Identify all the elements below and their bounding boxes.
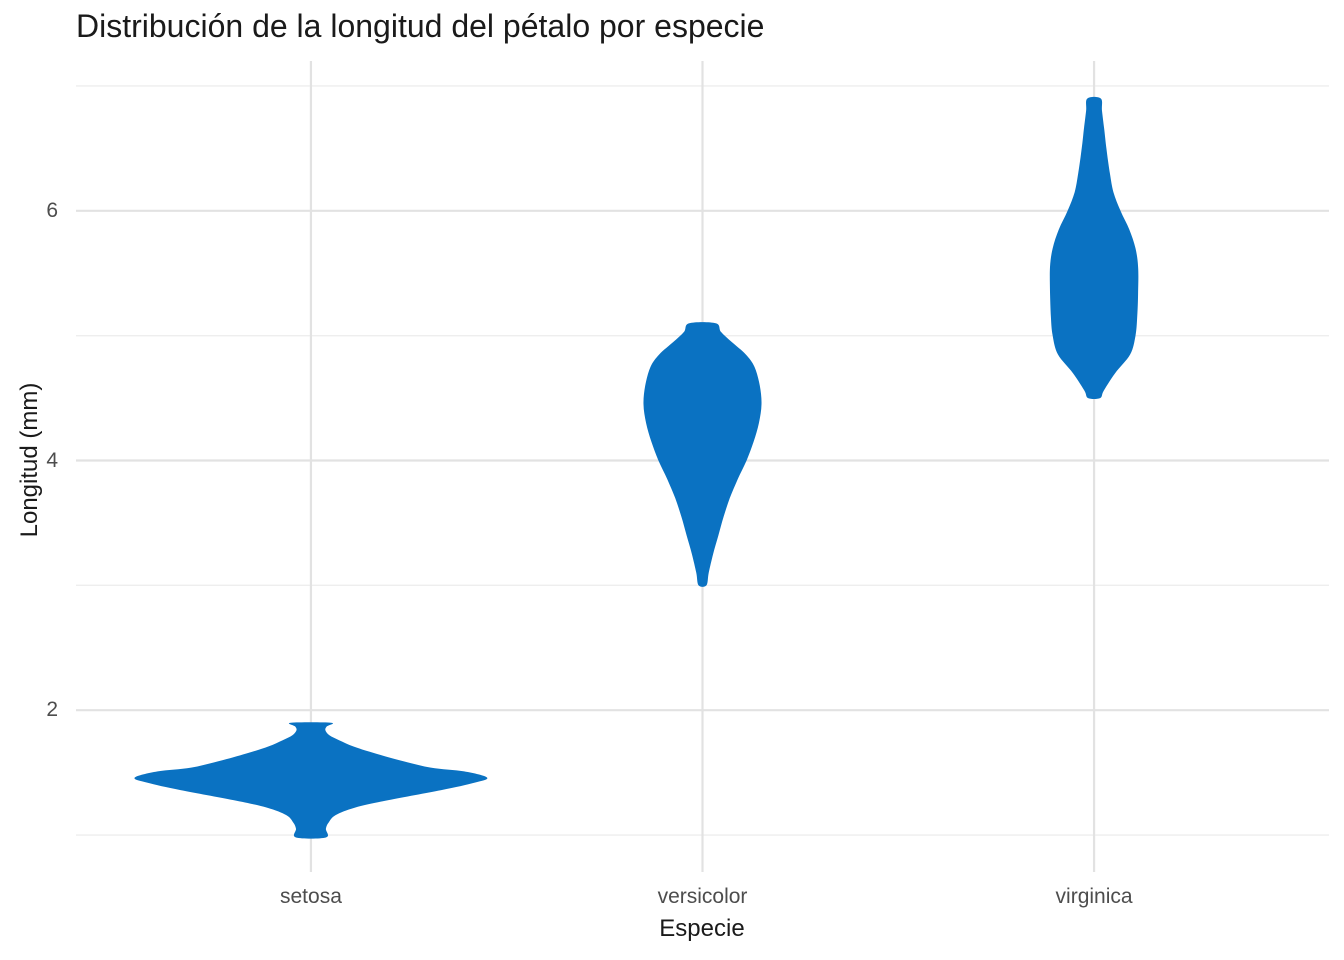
- x-tick-label-virginica: virginica: [1055, 885, 1133, 908]
- violin-virginica: [1049, 96, 1139, 400]
- x-axis-title: Especie: [659, 915, 745, 942]
- y-axis-title: Longitud (mm): [16, 382, 43, 538]
- y-tick-label-2: 2: [46, 698, 58, 722]
- violin-versicolor: [643, 322, 762, 587]
- x-tick-label-setosa: setosa: [280, 885, 342, 908]
- y-tick-label-4: 4: [46, 448, 58, 472]
- y-tick-label-6: 6: [46, 198, 58, 222]
- chart-title: Distribución de la longitud del pétalo p…: [76, 8, 765, 44]
- violin-setosa: [134, 722, 488, 839]
- x-tick-label-versicolor: versicolor: [657, 885, 748, 908]
